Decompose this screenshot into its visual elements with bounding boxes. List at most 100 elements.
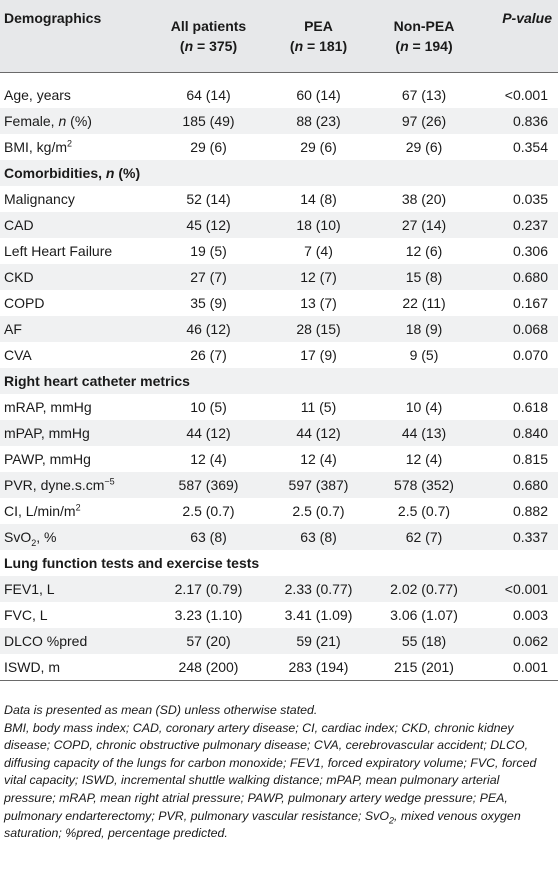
header-all-n: (n = 375) <box>179 38 238 54</box>
cell-p: 0.354 <box>512 139 548 155</box>
demographics-table: Demographics All patients (n = 375) PEA (n… <box>0 0 558 681</box>
cell-non-pea: 29 (6) <box>405 139 443 155</box>
row-label: mPAP, mmHg <box>0 420 150 446</box>
cell-all: 57 (20) <box>150 628 267 654</box>
header-demographics: Demographics <box>0 0 150 73</box>
row-label: BMI, kg/m2 <box>4 138 73 155</box>
cell-non-pea: 2.02 (0.77) <box>370 576 478 602</box>
table-row-fev1: FEV1, L 2.17 (0.79) 2.33 (0.77) 2.02 (0.… <box>0 576 558 602</box>
table-row-age: Age, years 64 (14) 60 (14) 67 (13) <0.00… <box>0 82 558 108</box>
row-label: Female, n (%) <box>0 108 150 134</box>
cell-non-pea: 22 (11) <box>402 295 446 311</box>
section-comorbidities: Comorbidities, n (%) <box>0 160 558 186</box>
row-label: DLCO %pred <box>0 628 150 654</box>
table-row-pawp: PAWP, mmHg 12 (4) 12 (4) 12 (4) 0.815 <box>0 446 558 472</box>
cell-pea: 11 (5) <box>300 399 337 415</box>
table-row-bmi: BMI, kg/m2 29 (6) 29 (6) 29 (6) 0.354 <box>0 134 558 160</box>
cell-all: 63 (8) <box>150 524 267 550</box>
cell-all: 10 (5) <box>190 399 227 415</box>
row-label: CVA <box>4 347 32 363</box>
table-row-cva: CVA 26 (7) 17 (9) 9 (5) 0.070 <box>0 342 558 368</box>
header-all-patients: All patients (n = 375) <box>150 0 267 73</box>
cell-pea: 14 (8) <box>300 191 337 207</box>
cell-pea: 18 (10) <box>267 212 370 238</box>
cell-all: 26 (7) <box>190 347 227 363</box>
cell-all: 46 (12) <box>150 316 267 342</box>
header-row: Demographics All patients (n = 375) PEA (n… <box>0 0 558 73</box>
table-footnotes: Data is presented as mean (SD) unless ot… <box>4 702 552 843</box>
cell-non-pea: 9 (5) <box>409 347 439 363</box>
row-label: PAWP, mmHg <box>4 451 91 467</box>
row-label: CAD <box>0 212 150 238</box>
table-row-copd: COPD 35 (9) 13 (7) 22 (11) 0.167 <box>0 290 558 316</box>
cell-pea: 2.5 (0.7) <box>292 503 345 519</box>
table-row-mrap: mRAP, mmHg 10 (5) 11 (5) 10 (4) 0.618 <box>0 394 558 420</box>
cell-all: 248 (200) <box>150 654 267 681</box>
cell-p: 0.003 <box>512 607 548 623</box>
cell-all: 19 (5) <box>190 243 227 259</box>
cell-non-pea: 578 (352) <box>370 472 478 498</box>
header-non-pea-label: Non-PEA <box>393 18 455 34</box>
row-label: FEV1, L <box>0 576 150 602</box>
cell-non-pea: 27 (14) <box>370 212 478 238</box>
cell-p: 0.840 <box>478 420 558 446</box>
header-pea: PEA (n = 181) <box>267 0 370 73</box>
cell-p: 0.680 <box>478 472 558 498</box>
cell-p: 0.306 <box>512 243 548 259</box>
table-row-iswd: ISWD, m 248 (200) 283 (194) 215 (201) 0.… <box>0 654 558 681</box>
table-row-malignancy: Malignancy 52 (14) 14 (8) 38 (20) 0.035 <box>0 186 558 212</box>
row-label: CI, L/min/m2 <box>4 502 81 519</box>
row-label: SvO2, % <box>0 524 150 550</box>
row-label: AF <box>0 316 150 342</box>
cell-non-pea: 97 (26) <box>370 108 478 134</box>
section-title: Lung function tests and exercise tests <box>4 555 260 571</box>
cell-all: 12 (4) <box>190 451 227 467</box>
cell-p: 0.068 <box>478 316 558 342</box>
cell-non-pea: 44 (13) <box>370 420 478 446</box>
cell-p: 0.618 <box>512 399 548 415</box>
cell-non-pea: 15 (8) <box>370 264 478 290</box>
row-label: Left Heart Failure <box>4 243 113 259</box>
cell-p: 0.815 <box>512 451 548 467</box>
cell-all: 185 (49) <box>150 108 267 134</box>
table-row-af: AF 46 (12) 28 (15) 18 (9) 0.068 <box>0 316 558 342</box>
cell-non-pea: 3.06 (1.07) <box>390 607 458 623</box>
header-p-label: P-value <box>502 10 552 26</box>
cell-all: 45 (12) <box>150 212 267 238</box>
cell-pea: 2.33 (0.77) <box>267 576 370 602</box>
cell-p: 0.836 <box>478 108 558 134</box>
row-label: CKD <box>0 264 150 290</box>
cell-p: <0.001 <box>504 87 548 103</box>
cell-non-pea: 12 (6) <box>405 243 443 259</box>
footnote-abbreviations: BMI, body mass index; CAD, coronary arte… <box>4 720 537 841</box>
cell-all: 29 (6) <box>190 139 227 155</box>
cell-pea: 63 (8) <box>267 524 370 550</box>
header-non-pea-n: (n = 194) <box>395 38 453 54</box>
cell-non-pea: 18 (9) <box>370 316 478 342</box>
cell-pea: 88 (23) <box>267 108 370 134</box>
row-label: mRAP, mmHg <box>4 399 92 415</box>
cell-non-pea: 62 (7) <box>370 524 478 550</box>
cell-all: 35 (9) <box>190 295 227 311</box>
table-row-mpap: mPAP, mmHg 44 (12) 44 (12) 44 (13) 0.840 <box>0 420 558 446</box>
header-pea-n: (n = 181) <box>289 38 348 54</box>
cell-p: 0.035 <box>512 191 548 207</box>
header-all-label: All patients <box>170 18 247 34</box>
section-right-heart-catheter: Right heart catheter metrics <box>0 368 558 394</box>
row-label: Age, years <box>4 87 71 103</box>
cell-p: <0.001 <box>478 576 558 602</box>
cell-non-pea: 38 (20) <box>401 191 447 207</box>
cell-all: 27 (7) <box>150 264 267 290</box>
cell-non-pea: 10 (4) <box>405 399 443 415</box>
header-non-pea: Non-PEA (n = 194) <box>370 0 478 73</box>
table-row-left-heart-failure: Left Heart Failure 19 (5) 7 (4) 12 (6) 0… <box>0 238 558 264</box>
table-row-svo2: SvO2, % 63 (8) 63 (8) 62 (7) 0.337 <box>0 524 558 550</box>
header-p-value: P-value <box>478 0 558 73</box>
cell-p: 0.001 <box>478 654 558 681</box>
header-pea-label: PEA <box>304 18 333 34</box>
section-title: Comorbidities, n (%) <box>0 160 558 186</box>
cell-p: 0.882 <box>512 503 548 519</box>
cell-non-pea: 12 (4) <box>405 451 443 467</box>
cell-p: 0.337 <box>478 524 558 550</box>
